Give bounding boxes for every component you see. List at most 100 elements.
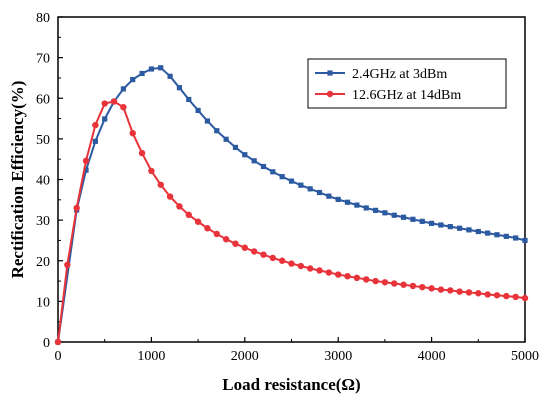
legend-box [307,58,507,109]
data-point [185,211,192,219]
data-point [354,202,360,208]
data-point [260,251,267,258]
data-point [503,233,509,239]
data-point [353,274,361,282]
data-point [503,292,510,300]
data-point [522,237,528,244]
data-point [223,136,229,142]
data-point [466,227,472,233]
data-point [372,277,379,285]
data-point [148,167,155,175]
data-point [493,292,501,299]
data-point [83,167,89,173]
x-tick-label: 0 [55,349,62,364]
data-point [139,70,145,77]
data-point [484,291,491,298]
data-point [64,261,71,269]
y-tick-label: 40 [36,174,50,189]
data-point [447,287,454,294]
data-point [410,216,416,222]
x-tick-label: 4000 [418,349,446,364]
data-point [92,121,99,129]
series-2 [54,98,529,346]
data-point [148,66,154,72]
data-point [409,282,417,290]
data-point [438,222,444,228]
y-tick-label: 50 [36,133,50,148]
data-point [167,73,173,79]
x-tick-label: 3000 [324,349,352,364]
data-point [428,285,435,292]
data-point [521,294,529,302]
data-point [288,178,295,184]
data-point [120,86,126,92]
data-point [269,254,277,262]
data-point [391,280,398,287]
data-point [325,269,333,276]
axis-ticks: 0 1000 2000 3000 4000 5000 0 10 20 30 40 50 60 70 80 [36,11,539,364]
data-point [326,193,332,199]
data-point [391,212,397,218]
data-point [475,290,482,297]
x-axis-title: Load resistance(Ω) [222,375,360,394]
data-point [419,283,426,291]
data-point [316,189,323,196]
data-point [465,289,473,296]
legend-marker [326,90,334,98]
data-point [138,149,146,157]
data-point [251,158,257,164]
legend-label: 12.6GHz at 14dBm [352,88,461,103]
data-point [382,210,388,216]
y-tick-label: 60 [36,92,50,107]
data-point [485,230,491,236]
data-point [512,293,519,301]
data-point [513,235,519,241]
series-layer [54,65,529,346]
data-point [176,85,183,91]
data-point [157,181,164,188]
y-axis-title: Rectification Efficiency(%) [8,81,27,279]
data-point [298,182,304,188]
data-point [186,96,192,103]
data-point [457,225,463,231]
y-tick-label: 80 [36,11,50,26]
data-point [101,100,108,107]
x-tick-label: 1000 [137,349,165,364]
x-tick-label: 2000 [231,349,259,364]
data-point [158,65,164,71]
data-point [306,265,314,272]
data-point [278,257,286,264]
series-line [57,66,526,343]
data-point [204,225,211,232]
data-point [130,76,136,83]
y-tick-label: 20 [36,255,50,270]
data-point [204,118,211,124]
legend-entry-2: 12.6GHz at 14dBm [315,88,461,103]
data-point [270,169,276,175]
data-point [456,288,463,295]
data-point [214,128,220,134]
data-point [195,107,201,114]
data-point [400,281,407,288]
data-point [279,174,285,180]
data-point [102,116,108,122]
data-point [82,157,90,165]
data-point [92,138,98,144]
y-tick-label: 10 [36,295,50,310]
data-point [73,204,80,212]
data-point [447,224,453,230]
data-point [260,163,267,170]
data-point [372,207,379,213]
data-point [54,338,62,346]
data-point [400,214,407,220]
data-point [194,218,202,225]
data-point [166,193,174,200]
y-tick-label: 30 [36,214,50,229]
data-point [110,98,118,105]
data-point [316,267,323,274]
data-point [232,144,239,151]
data-point [241,244,248,251]
data-point [307,186,313,192]
